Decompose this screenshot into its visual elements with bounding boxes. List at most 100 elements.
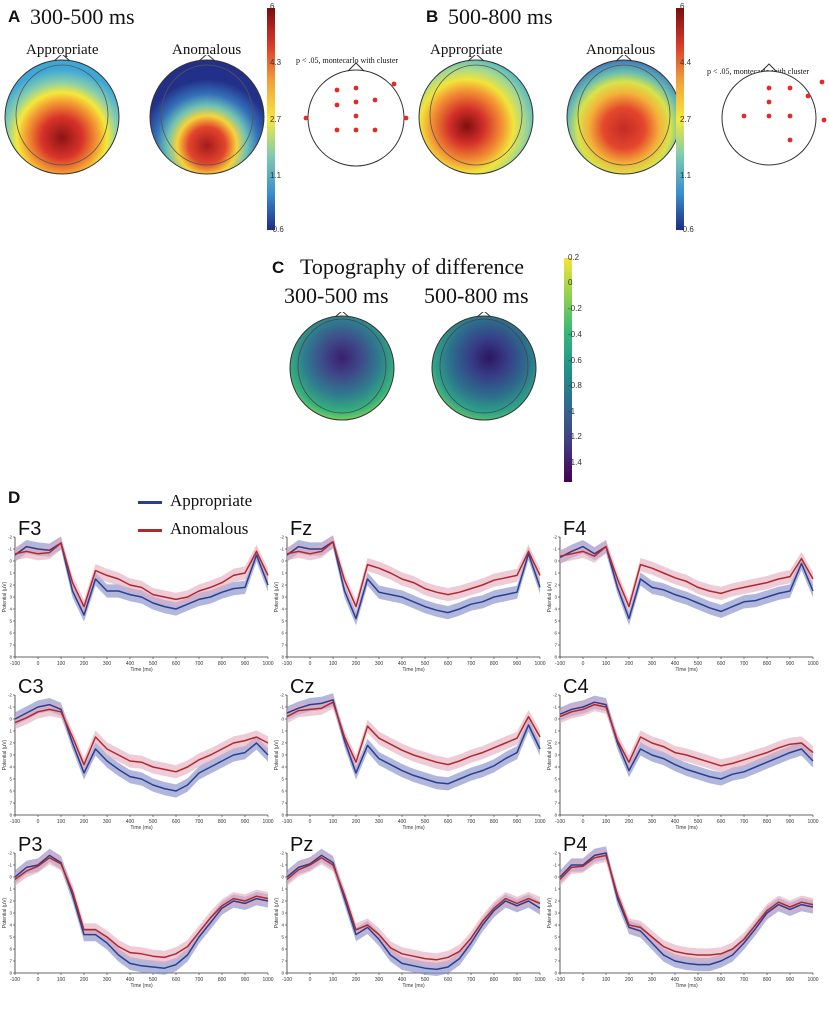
- appropriate-line: [14, 854, 269, 969]
- x-tick-label: 600: [172, 661, 181, 667]
- x-tick-label: 300: [103, 661, 112, 667]
- x-tick-label: -100: [10, 977, 20, 983]
- panel-a-colorbar: [267, 8, 275, 230]
- x-tick-label: 700: [740, 977, 749, 983]
- y-tick-label: 8: [9, 655, 12, 660]
- x-tick-label: 1000: [534, 661, 545, 667]
- panel-b-cond1-label: Appropriate: [430, 42, 503, 58]
- y-tick-label: 7: [554, 801, 557, 806]
- y-tick-label: 8: [554, 813, 557, 818]
- x-tick-label: 500: [149, 819, 158, 825]
- appropriate-line: [14, 703, 269, 792]
- significant-electrodes: [303, 81, 409, 133]
- x-tick-label: 1000: [262, 661, 273, 667]
- x-tick-label: 300: [375, 819, 384, 825]
- y-tick-label: 2: [554, 741, 557, 746]
- erp-plot-pz: -100 0 100 200 300 400 500 600 700 800 900 1000 -2 -1…: [274, 834, 546, 989]
- x-tick-label: 100: [602, 977, 611, 983]
- x-tick-label: 200: [352, 819, 361, 825]
- x-tick-label: 600: [444, 661, 453, 667]
- panel-c-title: Topography of difference: [300, 254, 525, 279]
- x-tick-label: 500: [149, 977, 158, 983]
- legend-appropriate: Appropriate: [138, 491, 252, 511]
- x-tick-label: 100: [329, 661, 338, 667]
- anomalous-line: [559, 545, 814, 608]
- appropriate-ci-band: [560, 846, 813, 972]
- y-tick-label: 2: [281, 899, 284, 904]
- panel-a-letter: A: [8, 7, 21, 26]
- y-tick-label: 0: [554, 559, 557, 564]
- y-tick-label: 1: [554, 571, 557, 576]
- x-tick-label: 300: [103, 977, 112, 983]
- x-tick-label: 1000: [262, 819, 273, 825]
- legend-swatch-appropriate: [138, 500, 162, 504]
- y-tick-label: 1: [554, 887, 557, 892]
- erp-plot-p3: -100 0 100 200 300 400 500 600 700 800 900 1000 -2 -1…: [2, 834, 274, 989]
- anomalous-ci-band: [15, 702, 268, 779]
- y-tick-label: 5: [9, 935, 12, 940]
- y-tick-label: 8: [554, 655, 557, 660]
- x-tick-label: 800: [763, 819, 772, 825]
- y-tick-label: 0: [554, 717, 557, 722]
- channel-label: Fz: [290, 518, 312, 540]
- x-tick-label: -100: [282, 661, 292, 667]
- x-axis-label: Time (ms): [402, 825, 425, 831]
- y-tick-label: 7: [281, 801, 284, 806]
- erp-plot-fz: -100 0 100 200 300 400 500 600 700 800 900 1000 -2 -1…: [274, 518, 546, 673]
- x-tick-label: -100: [10, 661, 20, 667]
- x-tick-label: 500: [149, 661, 158, 667]
- y-tick-label: 7: [9, 643, 12, 648]
- legend-swatch-anomalous: [138, 528, 162, 532]
- y-axis-label: Potential (μV): [547, 897, 553, 928]
- channel-label: Cz: [290, 676, 314, 698]
- y-tick-label: 5: [9, 619, 12, 624]
- y-tick-label: 0: [9, 717, 12, 722]
- x-tick-label: 500: [421, 977, 430, 983]
- x-tick-label: 700: [195, 977, 204, 983]
- y-tick-label: 6: [554, 947, 557, 952]
- panel-c-cb-tick: -0.4: [568, 330, 582, 339]
- x-tick-label: 200: [625, 977, 634, 983]
- y-tick-label: -1: [280, 547, 284, 552]
- x-tick-label: 800: [490, 819, 499, 825]
- y-tick-label: 5: [554, 619, 557, 624]
- y-tick-label: 5: [281, 935, 284, 940]
- x-tick-label: 200: [352, 661, 361, 667]
- y-tick-label: 7: [9, 801, 12, 806]
- x-tick-label: 1000: [262, 977, 273, 983]
- anomalous-line: [286, 541, 541, 608]
- y-axis-label: Potential (μV): [274, 581, 280, 612]
- x-tick-label: 800: [763, 661, 772, 667]
- y-axis-label: Potential (μV): [2, 581, 8, 612]
- y-tick-label: 1: [9, 571, 12, 576]
- y-tick-label: -2: [8, 693, 12, 698]
- channel-label: C4: [563, 676, 589, 698]
- appropriate-topomap-b: [418, 55, 534, 175]
- x-tick-label: 400: [126, 661, 135, 667]
- panel-b-significance-map: [721, 63, 827, 166]
- y-tick-label: -2: [553, 535, 557, 540]
- x-axis-label: Time (ms): [402, 983, 425, 989]
- x-tick-label: 400: [671, 661, 680, 667]
- legend-label-anomalous: Anomalous: [170, 519, 249, 538]
- y-tick-label: -2: [8, 851, 12, 856]
- y-tick-label: 7: [554, 959, 557, 964]
- panel-b-title: 500-800 ms: [448, 4, 553, 29]
- anomalous-line: [14, 708, 269, 773]
- panel-d-letter: D: [8, 488, 21, 507]
- appropriate-line: [559, 701, 814, 780]
- y-tick-label: 4: [554, 765, 557, 770]
- x-tick-label: 200: [625, 819, 634, 825]
- y-tick-label: 3: [9, 595, 12, 600]
- y-tick-label: 5: [554, 777, 557, 782]
- x-tick-label: 1000: [807, 977, 818, 983]
- anomalous-line: [286, 857, 541, 961]
- x-tick-label: -100: [10, 819, 20, 825]
- panel-b-letter: B: [426, 7, 439, 26]
- x-tick-label: 400: [126, 977, 135, 983]
- anomalous-topomap-a: [149, 55, 265, 175]
- x-axis-label: Time (ms): [675, 667, 698, 673]
- x-tick-label: 600: [717, 819, 726, 825]
- x-tick-label: 200: [80, 819, 89, 825]
- erp-plot-p4: -100 0 100 200 300 400 500 600 700 800 900 1000 -2 -1…: [547, 834, 819, 989]
